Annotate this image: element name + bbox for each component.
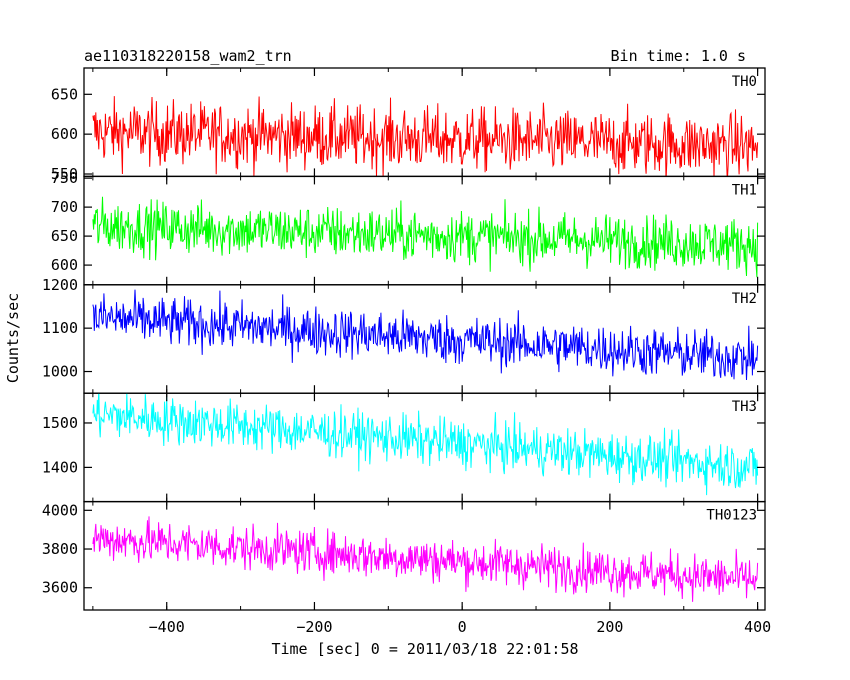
series-line-th0 bbox=[92, 96, 759, 177]
series-line-th1 bbox=[92, 196, 759, 278]
y-tick-label: 1000 bbox=[42, 363, 78, 381]
chart-title: ae110318220158_wam2_trn bbox=[84, 47, 292, 65]
panel-th2: 1000 1100 1200 TH2 bbox=[42, 276, 766, 394]
series-line-th2 bbox=[92, 289, 759, 381]
y-tick-label: 1100 bbox=[42, 319, 78, 337]
y-tick-label: 1200 bbox=[42, 276, 78, 294]
panel-frame bbox=[83, 500, 766, 611]
bin-time-label: Bin time: 1.0 s bbox=[611, 47, 746, 65]
panel-th1: 600 650 700 750 TH1 bbox=[51, 169, 766, 286]
x-tick-label: 200 bbox=[596, 618, 623, 636]
y-axis-title: Counts/sec bbox=[4, 293, 22, 383]
panel-label-th3: TH3 bbox=[732, 399, 757, 415]
x-tick-label: 0 bbox=[458, 618, 467, 636]
x-tick-label: 400 bbox=[744, 618, 771, 636]
panel-frame bbox=[83, 392, 766, 503]
panel-label-th0123: TH0123 bbox=[706, 508, 757, 524]
series-line-th3 bbox=[92, 393, 759, 496]
x-axis-title: Time [sec] 0 = 2011/03/18 22:01:58 bbox=[271, 640, 578, 658]
y-tick-label: 3600 bbox=[42, 579, 78, 597]
y-tick-label: 600 bbox=[51, 125, 78, 143]
y-tick-label: 3800 bbox=[42, 540, 78, 558]
x-tick-label: −400 bbox=[149, 618, 185, 636]
y-tick-label: 700 bbox=[51, 198, 78, 216]
y-tick-label: 600 bbox=[51, 256, 78, 274]
x-tick-label: −200 bbox=[296, 618, 332, 636]
series-line-th0123 bbox=[92, 516, 759, 602]
y-tick-label: 550 bbox=[51, 165, 78, 183]
panel-th0: 550 600 650 TH0 bbox=[51, 67, 766, 183]
panels-group: 550 600 650 TH0 600 650 700 750 TH1 1000 1100 1200 T… bbox=[42, 67, 771, 636]
panel-th0123: 3600 3800 4000 TH0123 bbox=[42, 500, 766, 611]
y-tick-label: 1500 bbox=[42, 414, 78, 432]
y-tick-label: 750 bbox=[51, 169, 78, 187]
panel-th3: 1400 1500 TH3 bbox=[42, 392, 766, 503]
panel-label-th2: TH2 bbox=[732, 291, 757, 307]
y-tick-label: 4000 bbox=[42, 501, 78, 519]
y-tick-label: 650 bbox=[51, 85, 78, 103]
panel-label-th0: TH0 bbox=[732, 74, 757, 90]
panel-label-th1: TH1 bbox=[732, 182, 757, 198]
y-tick-label: 650 bbox=[51, 227, 78, 245]
y-tick-label: 1400 bbox=[42, 458, 78, 476]
